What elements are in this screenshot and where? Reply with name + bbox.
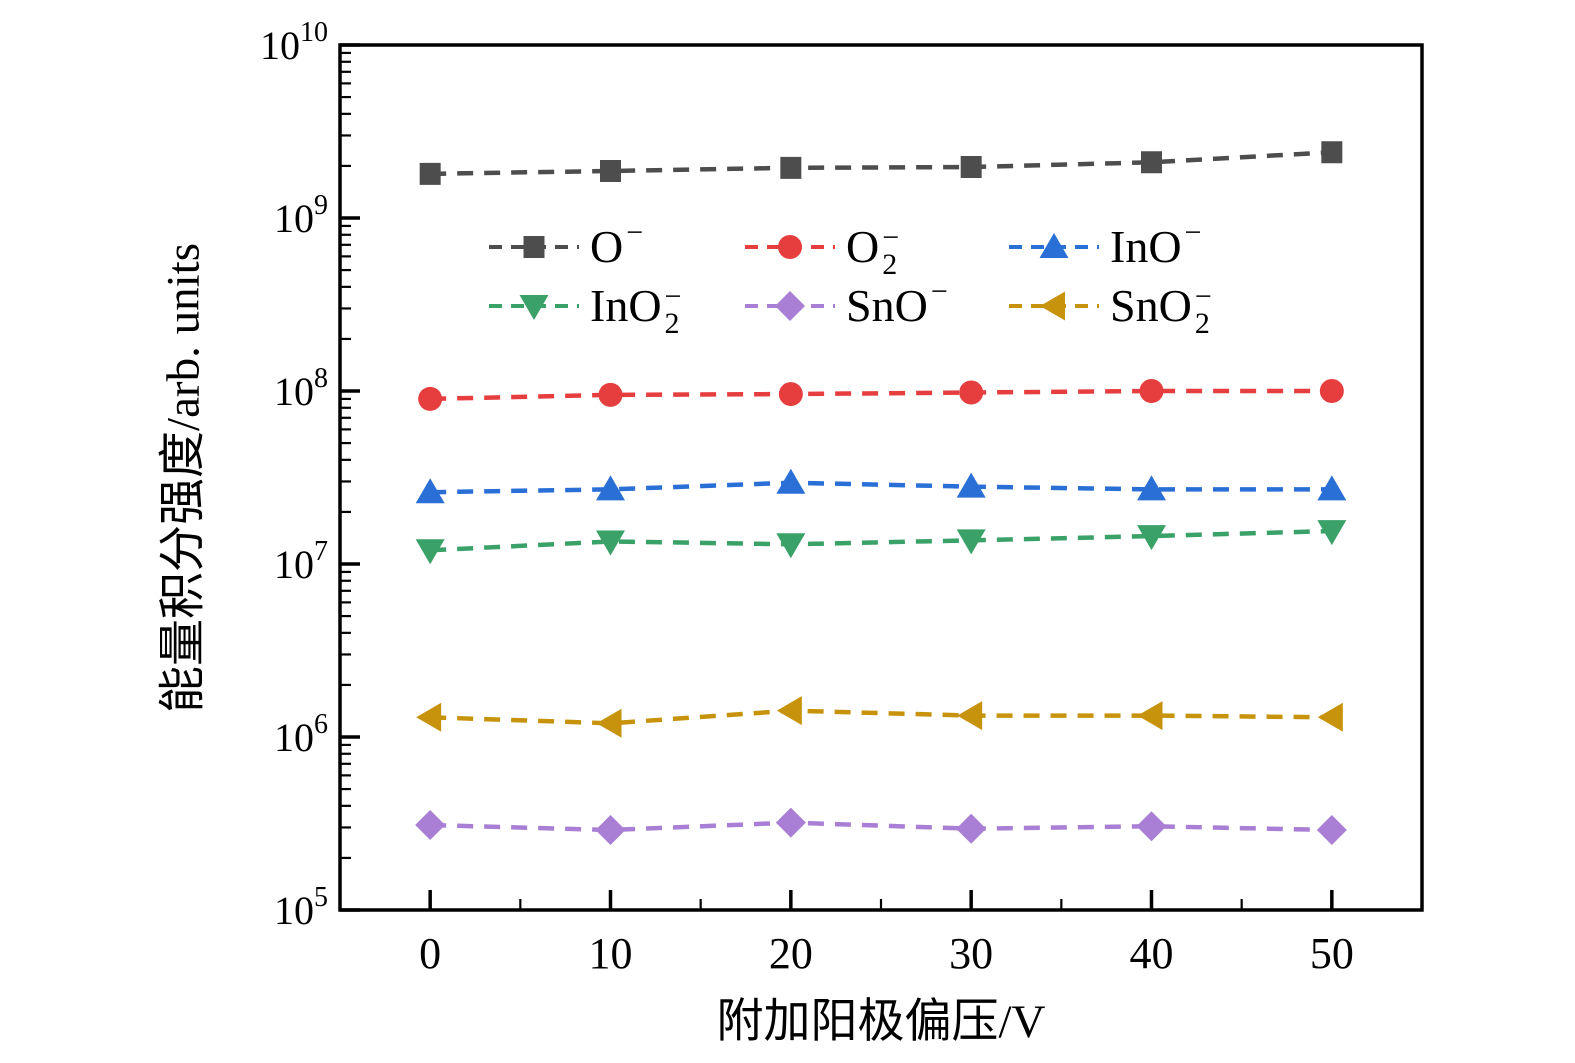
legend-label-InO2-: InO −2 (590, 280, 682, 340)
x-axis-ticks: 0 10 20 30 40 50 (419, 890, 1354, 978)
y-axis-title: 能量积分强度/arb. units (144, 243, 213, 713)
x-axis-title: 附加阳极偏压/V (340, 982, 1422, 1051)
x-axis-title-text: 附加阳极偏压/V (716, 996, 1046, 1048)
legend-item-O-: O − (488, 215, 643, 279)
x-tick-label: 50 (1310, 929, 1354, 978)
plot-frame (338, 43, 1424, 912)
series-InO- (415, 468, 1347, 504)
legend-marker-square-icon (489, 236, 579, 258)
x-tick-label: 40 (1130, 929, 1174, 978)
legend-label-SnO2-: SnO −2 (1110, 280, 1212, 340)
x-tick-label: 30 (949, 929, 993, 978)
legend-marker-triangle-left-icon (1009, 291, 1099, 321)
y-axis-title-text: 能量积分强度/arb. units (157, 243, 210, 713)
legend-marker-triangle-down-icon (489, 295, 579, 320)
series-InO2- (415, 520, 1347, 565)
x-tick-label: 10 (589, 929, 633, 978)
y-axis-ticks: 1010 109 108 107 106 105 (260, 17, 360, 933)
series-O- (419, 141, 1343, 185)
y-tick-label: 109 (274, 190, 328, 241)
y-tick-label: 108 (274, 363, 328, 414)
x-tick-label: 20 (769, 929, 813, 978)
legend-label-O-: O − (590, 216, 644, 272)
legend-item-InO-: InO − (1008, 215, 1201, 279)
legend-marker-circle-icon (745, 235, 835, 259)
series-SnO- (415, 807, 1347, 846)
legend-marker-diamond-icon (745, 291, 835, 321)
legend-item-SnO-: SnO − (744, 274, 948, 338)
series-SnO2- (416, 696, 1343, 738)
y-tick-label: 107 (274, 536, 328, 587)
legend-label-InO-: InO − (1110, 216, 1202, 272)
legend-label-O2-: O −2 (846, 221, 900, 281)
legend-label-SnO-: SnO − (846, 275, 948, 331)
x-tick-label: 0 (419, 929, 441, 978)
legend-item-SnO2-: SnO −2 (1008, 274, 1212, 340)
legend-item-InO2-: InO −2 (488, 274, 682, 340)
y-tick-label: 106 (274, 709, 328, 760)
legend-marker-triangle-up-icon (1009, 233, 1099, 258)
y-tick-label: 1010 (260, 17, 328, 68)
series-O2- (418, 379, 1344, 411)
y-tick-label: 105 (274, 882, 328, 933)
legend-item-O2-: O −2 (744, 215, 900, 281)
